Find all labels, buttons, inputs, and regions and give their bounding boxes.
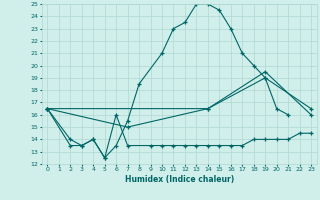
X-axis label: Humidex (Indice chaleur): Humidex (Indice chaleur): [124, 175, 234, 184]
